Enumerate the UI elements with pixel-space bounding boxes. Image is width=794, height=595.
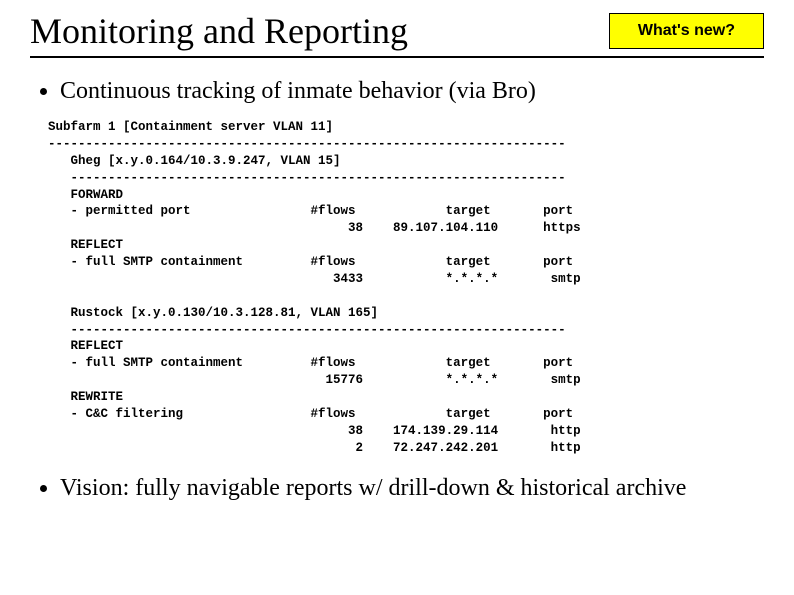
subfarm-header: Subfarm 1 [Containment server VLAN 11] (48, 120, 333, 134)
row: 15776 *.*.*.* smtp (48, 373, 581, 387)
row: 38 174.139.29.114 http (48, 424, 581, 438)
bullet-list: Continuous tracking of inmate behavior (… (40, 78, 764, 105)
slide-header: Monitoring and Reporting What's new? (30, 10, 764, 58)
row: - permitted port #flows target port (48, 204, 573, 218)
gheg-header: Gheg [x.y.0.164/10.3.9.247, VLAN 15] (48, 154, 341, 168)
bullet-1: Continuous tracking of inmate behavior (… (60, 78, 764, 105)
page-title: Monitoring and Reporting (30, 10, 408, 52)
row: - full SMTP containment #flows target po… (48, 255, 573, 269)
section-forward: FORWARD (48, 188, 123, 202)
section-rewrite: REWRITE (48, 390, 123, 404)
bullet-list-2: Vision: fully navigable reports w/ drill… (40, 475, 764, 502)
row: - full SMTP containment #flows target po… (48, 356, 573, 370)
row: 38 89.107.104.110 https (48, 221, 581, 235)
divider: ----------------------------------------… (48, 323, 566, 337)
section-reflect: REFLECT (48, 339, 123, 353)
report-block: Subfarm 1 [Containment server VLAN 11] -… (48, 119, 764, 457)
slide: Monitoring and Reporting What's new? Con… (0, 0, 794, 526)
row: 3433 *.*.*.* smtp (48, 272, 581, 286)
section-reflect: REFLECT (48, 238, 123, 252)
row: 2 72.247.242.201 http (48, 441, 581, 455)
divider: ----------------------------------------… (48, 171, 566, 185)
whats-new-badge: What's new? (609, 13, 764, 49)
rustock-header: Rustock [x.y.0.130/10.3.128.81, VLAN 165… (48, 306, 378, 320)
divider: ----------------------------------------… (48, 137, 566, 151)
row: - C&C filtering #flows target port (48, 407, 573, 421)
bullet-2: Vision: fully navigable reports w/ drill… (60, 475, 764, 502)
